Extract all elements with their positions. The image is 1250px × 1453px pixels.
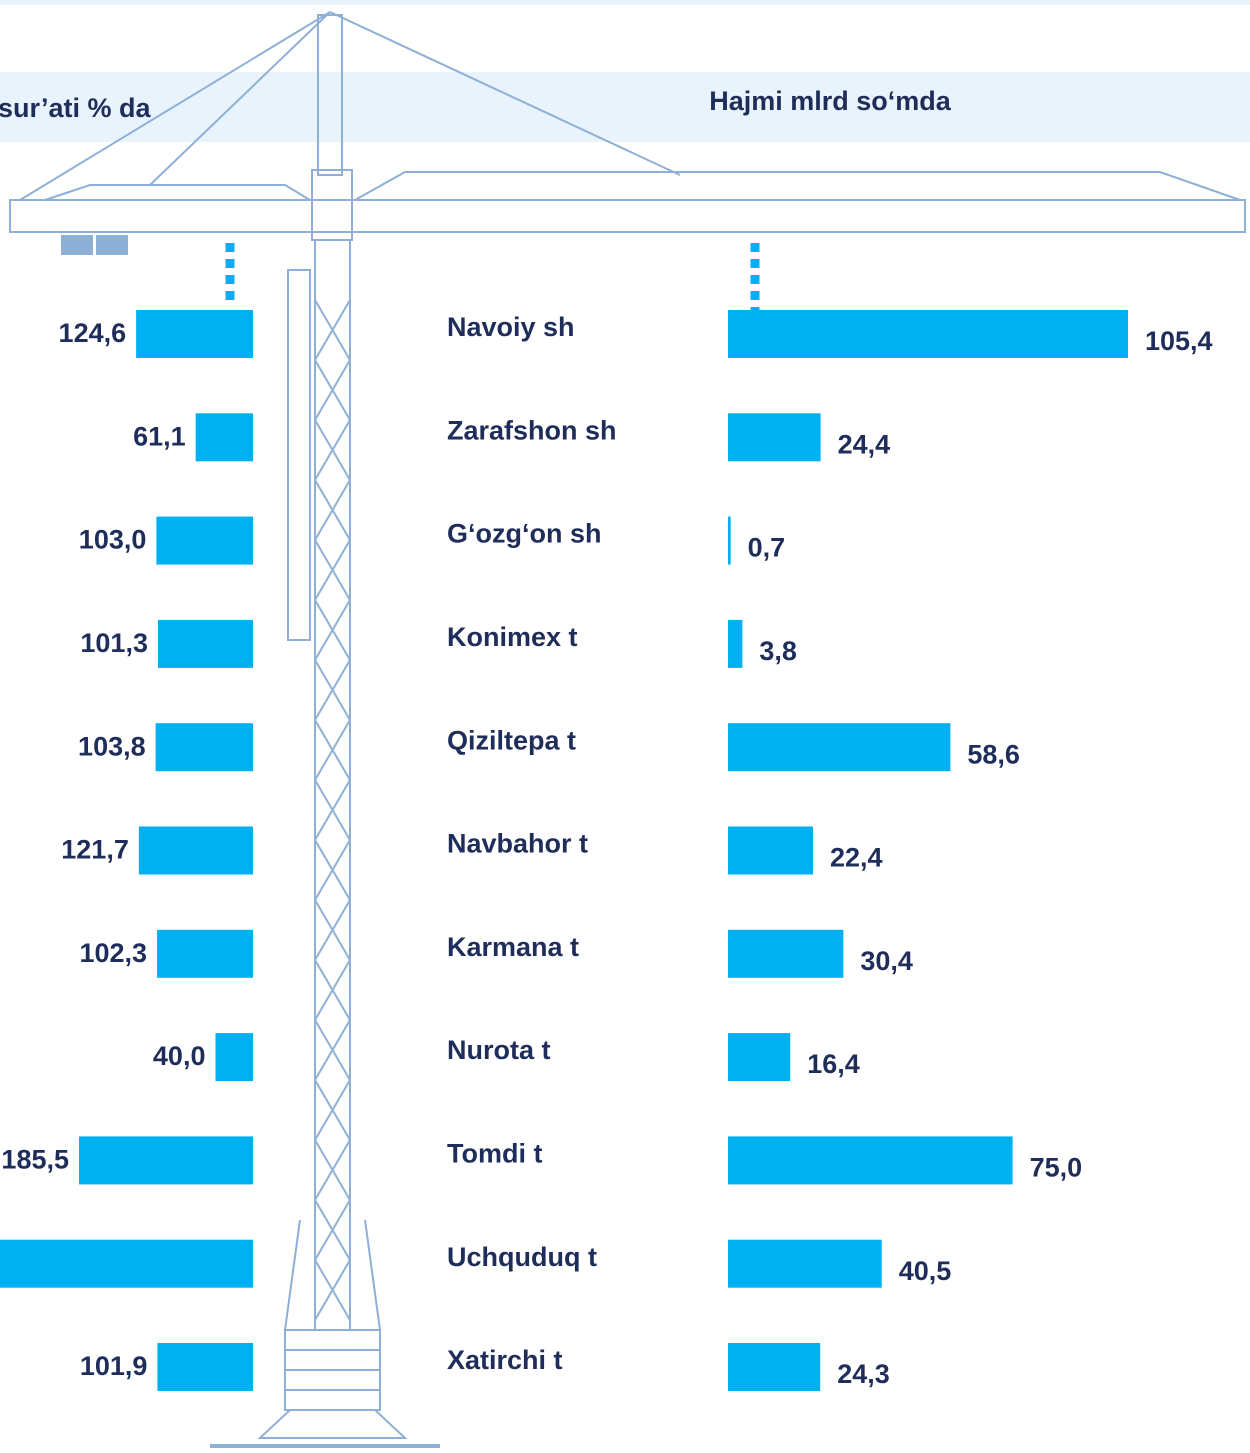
value-label: 124,6 — [59, 318, 127, 348]
bar — [728, 929, 844, 978]
value-label: 185,5 — [1, 1145, 69, 1175]
value-label: 22,4 — [830, 843, 883, 873]
value-label: 24,4 — [838, 429, 891, 459]
bar — [79, 1136, 253, 1185]
bar — [728, 1033, 791, 1082]
bar — [728, 516, 731, 565]
bar — [728, 826, 814, 875]
category-label: Navbahor t — [447, 829, 588, 859]
bar — [728, 310, 1128, 358]
bar — [728, 1343, 821, 1391]
value-label: 3,8 — [759, 636, 797, 666]
value-label: 103,8 — [78, 731, 146, 761]
category-label: Konimex t — [447, 622, 578, 652]
bar — [156, 516, 253, 565]
value-label: 40,5 — [899, 1256, 952, 1286]
value-label: 58,6 — [967, 739, 1020, 769]
value-label: 105,4 — [1145, 326, 1213, 356]
value-label: 121,7 — [61, 835, 129, 865]
left-title: sur’ati % da — [0, 93, 152, 123]
value-label: 75,0 — [1030, 1153, 1083, 1183]
bar — [728, 1239, 882, 1288]
bar — [157, 619, 253, 668]
category-label: Navoiy sh — [447, 312, 575, 342]
category-label: Nurota t — [447, 1035, 551, 1065]
bar — [136, 310, 253, 358]
bar — [728, 1136, 1013, 1185]
bar — [157, 929, 253, 978]
bar — [195, 413, 253, 462]
bar — [155, 723, 253, 772]
bar — [138, 826, 253, 875]
value-label: 0,7 — [748, 533, 786, 563]
bar — [0, 1239, 253, 1288]
crane-illustration — [9, 11, 1246, 1448]
header-band — [0, 72, 1250, 142]
top-stripe — [0, 0, 1250, 5]
right-title: Hajmi mlrd so‘mda — [709, 86, 952, 116]
bar — [728, 619, 743, 668]
value-label: 24,3 — [837, 1359, 890, 1389]
bar — [728, 413, 821, 462]
category-label: Uchquduq t — [447, 1242, 597, 1272]
bar — [215, 1033, 253, 1082]
category-label: Zarafshon sh — [447, 415, 617, 445]
value-label: 61,1 — [133, 421, 186, 451]
value-label: 103,0 — [79, 525, 147, 555]
value-label: 30,4 — [860, 946, 913, 976]
category-label: Qiziltepa t — [447, 725, 576, 755]
category-label: Tomdi t — [447, 1139, 542, 1169]
category-label: Karmana t — [447, 932, 579, 962]
bar — [728, 723, 951, 772]
category-label: G‘ozg‘on sh — [447, 519, 602, 549]
value-label: 102,3 — [79, 938, 147, 968]
value-label: 101,9 — [80, 1351, 148, 1381]
value-label: 40,0 — [153, 1041, 206, 1071]
bar — [157, 1343, 253, 1391]
value-label: 16,4 — [807, 1049, 860, 1079]
category-label: Xatirchi t — [447, 1345, 563, 1375]
value-label: 101,3 — [80, 628, 148, 658]
